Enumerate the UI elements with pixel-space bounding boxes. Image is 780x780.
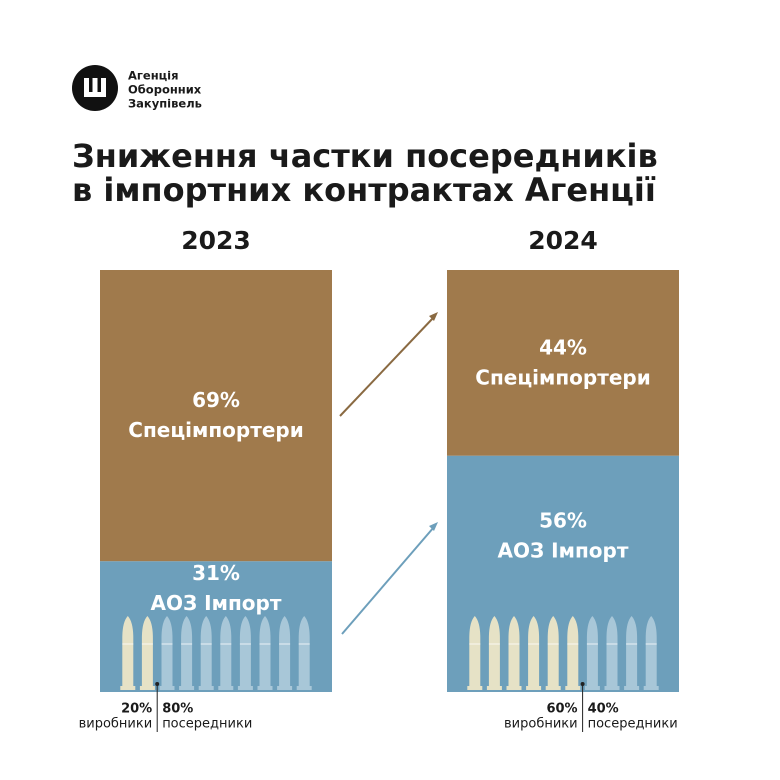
bullet — [179, 616, 195, 690]
bullet — [506, 616, 522, 690]
bullet — [467, 616, 483, 690]
logo-text: Оборонних — [128, 83, 202, 97]
bullet — [526, 616, 542, 690]
segment-value: 56% — [539, 508, 587, 532]
divider-dot — [580, 682, 585, 686]
bar-segment — [100, 561, 332, 692]
breakdown-value: 80% — [162, 702, 193, 717]
bullet — [643, 616, 659, 690]
bullet — [545, 616, 561, 690]
bullet — [218, 616, 234, 690]
title: в імпортних контрактах Агенції — [72, 171, 656, 209]
arrow — [341, 526, 435, 635]
arrow-head — [429, 312, 438, 321]
bar-segment — [100, 270, 332, 562]
bullet — [584, 616, 600, 690]
segment-value: 69% — [192, 388, 240, 412]
breakdown-name: посередники — [162, 717, 252, 732]
logo-text: Агенція — [128, 69, 179, 83]
segment-name: АОЗ Імпорт — [151, 591, 282, 615]
bar-segment — [447, 270, 679, 456]
bullet — [486, 616, 502, 690]
arrows — [339, 312, 438, 635]
arrow — [339, 316, 435, 417]
bullet — [159, 616, 175, 690]
bullet — [257, 616, 273, 690]
segment-value: 31% — [192, 561, 240, 585]
bullet — [296, 616, 312, 690]
arrow-head — [429, 522, 438, 531]
bullet — [198, 616, 214, 690]
breakdown-value: 20% — [121, 702, 152, 717]
breakdown-value: 40% — [588, 702, 619, 717]
bar-segment — [447, 455, 679, 692]
bullet — [277, 616, 293, 690]
breakdown-name: виробники — [504, 717, 578, 732]
bullet — [120, 616, 136, 690]
breakdown-value: 60% — [546, 702, 577, 717]
breakdown-name: виробники — [79, 717, 153, 732]
year-label: 2024 — [528, 226, 598, 255]
year-label: 2023 — [181, 226, 251, 255]
logo-text: Закупівель — [128, 97, 202, 111]
segment-name: Спецімпортери — [128, 418, 303, 442]
bullet — [624, 616, 640, 690]
bullet — [139, 616, 155, 690]
bullet — [604, 616, 620, 690]
segment-name: АОЗ Імпорт — [498, 538, 629, 562]
title: Зниження частки посередників — [72, 137, 658, 175]
divider-dot — [155, 682, 160, 686]
logo-glyph — [84, 78, 106, 97]
segment-value: 44% — [539, 335, 587, 359]
segment-name: Спецімпортери — [475, 365, 650, 389]
bullet — [237, 616, 253, 690]
bullet — [565, 616, 581, 690]
breakdown-name: посередники — [588, 717, 678, 732]
